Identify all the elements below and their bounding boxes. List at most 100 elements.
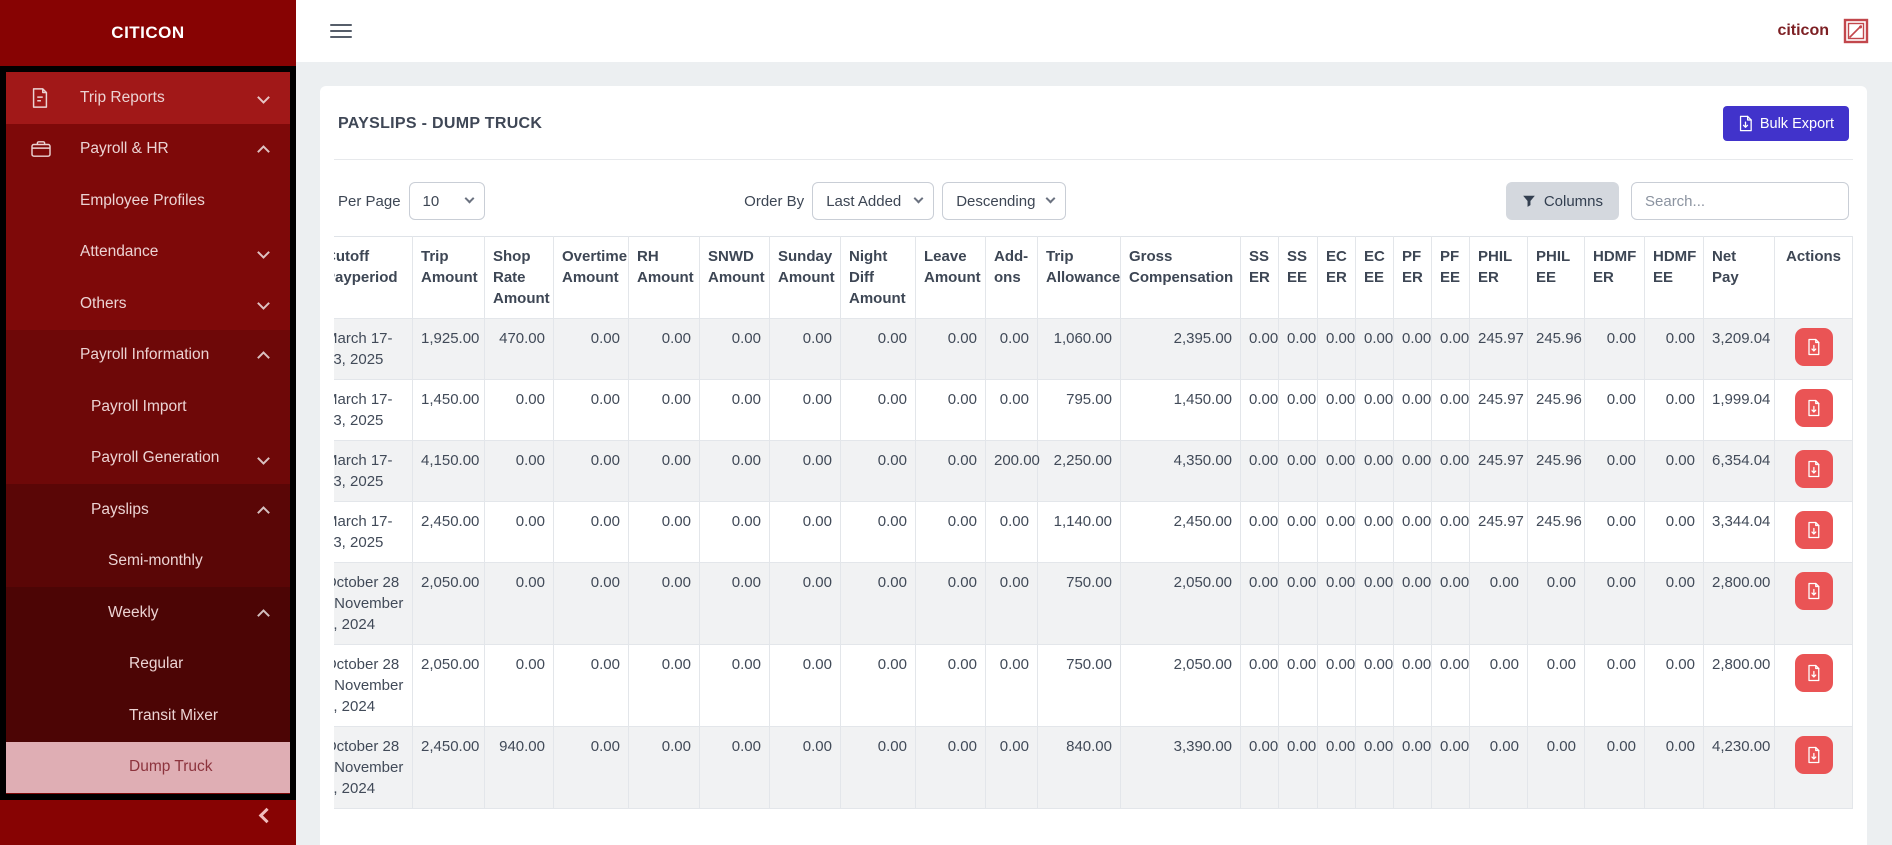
value-cell: 0.00 <box>915 726 986 809</box>
row-export-button[interactable] <box>1794 328 1833 366</box>
order-direction-select[interactable]: Descending <box>942 182 1067 220</box>
value-cell: 0.00 <box>1584 440 1645 502</box>
value-cell: 245.97 <box>1469 440 1528 502</box>
columns-button[interactable]: Columns <box>1505 182 1619 220</box>
sidebar-item-weekly[interactable]: Weekly <box>6 587 290 639</box>
row-export-button[interactable] <box>1794 654 1833 692</box>
value-cell: 0.00 <box>1431 440 1470 502</box>
value-cell: 6,354.04 <box>1703 440 1775 502</box>
value-cell: 0.00 <box>553 562 629 645</box>
value-cell: 0.00 <box>1317 644 1356 727</box>
value-cell: 0.00 <box>1278 318 1318 380</box>
value-cell: 0.00 <box>915 379 986 441</box>
value-cell: 0.00 <box>553 644 629 727</box>
column-header: Net Pay <box>1703 236 1775 319</box>
row-export-button[interactable] <box>1794 450 1833 488</box>
value-cell: 0.00 <box>553 501 629 563</box>
table-body: March 17-23, 20251,925.00470.000.000.000… <box>334 318 1853 809</box>
sidebar-item-transit-mixer[interactable]: Transit Mixer <box>6 690 290 742</box>
per-page-select[interactable]: 10 <box>408 182 485 220</box>
value-cell: 2,050.00 <box>1120 644 1241 727</box>
sidebar-item-employee-profiles[interactable]: Employee Profiles <box>6 175 290 227</box>
sidebar-item-dump-truck[interactable]: Dump Truck <box>6 741 290 793</box>
value-cell: 0.00 <box>840 644 916 727</box>
sidebar-item-semi-monthly[interactable]: Semi-monthly <box>6 535 290 587</box>
value-cell: 245.96 <box>1527 501 1585 563</box>
value-cell: 0.00 <box>1393 562 1432 645</box>
sidebar-collapse-icon[interactable] <box>258 807 275 824</box>
row-export-button[interactable] <box>1794 572 1833 610</box>
value-cell: 0.00 <box>1355 318 1394 380</box>
value-cell: 0.00 <box>1240 562 1279 645</box>
value-cell: 0.00 <box>769 562 841 645</box>
column-header: SS EE <box>1278 236 1318 319</box>
value-cell: 0.00 <box>628 501 700 563</box>
row-export-button[interactable] <box>1794 389 1833 427</box>
value-cell: 0.00 <box>1317 440 1356 502</box>
sidebar-item-regular[interactable]: Regular <box>6 638 290 690</box>
value-cell: 0.00 <box>1644 379 1704 441</box>
sidebar-item-attendance[interactable]: Attendance <box>6 226 290 278</box>
main-area: citicon PAYSLIPS - DUMP TRUCK Bulk Expor… <box>296 0 1892 845</box>
sidebar-item-payroll-generation[interactable]: Payroll Generation <box>6 432 290 484</box>
value-cell: 0.00 <box>1240 379 1279 441</box>
value-cell: 0.00 <box>769 501 841 563</box>
sidebar-footer <box>0 800 296 845</box>
value-cell: 0.00 <box>1584 726 1645 809</box>
chevron-down-icon <box>257 451 270 465</box>
value-cell: 0.00 <box>1644 501 1704 563</box>
value-cell: 0.00 <box>915 644 986 727</box>
order-field-select[interactable]: Last Added <box>812 182 935 220</box>
value-cell: 0.00 <box>1393 379 1432 441</box>
actions-cell <box>1774 501 1853 563</box>
hamburger-menu-icon[interactable] <box>330 20 352 42</box>
sidebar-item-payslips[interactable]: Payslips <box>6 484 290 536</box>
value-cell: 840.00 <box>1037 726 1121 809</box>
order-by-label: Order By <box>744 192 805 210</box>
column-header: Trip Allowance <box>1037 236 1121 319</box>
sidebar-item-payroll-information[interactable]: Payroll Information <box>6 329 290 381</box>
sidebar-item-payroll-import[interactable]: Payroll Import <box>6 381 290 433</box>
value-cell: 0.00 <box>628 726 700 809</box>
value-cell: 2,050.00 <box>1120 562 1241 645</box>
page-title: PAYSLIPS - DUMP TRUCK <box>338 114 543 132</box>
value-cell: 2,395.00 <box>1120 318 1241 380</box>
value-cell: 0.00 <box>915 562 986 645</box>
value-cell: 0.00 <box>553 440 629 502</box>
value-cell: 0.00 <box>699 562 770 645</box>
value-cell: 0.00 <box>1584 318 1645 380</box>
value-cell: 0.00 <box>985 644 1038 727</box>
file-download-icon <box>1808 338 1820 356</box>
value-cell: 0.00 <box>699 440 770 502</box>
value-cell: 0.00 <box>628 379 700 441</box>
bulk-export-button[interactable]: Bulk Export <box>1722 106 1849 141</box>
value-cell: 0.00 <box>915 318 986 380</box>
sidebar-item-label: Payroll & HR <box>80 140 169 158</box>
search-input[interactable] <box>1631 182 1849 220</box>
value-cell: 0.00 <box>1469 726 1528 809</box>
sidebar-item-others[interactable]: Others <box>6 278 290 330</box>
value-cell: 0.00 <box>1431 562 1470 645</box>
value-cell: 245.96 <box>1527 440 1585 502</box>
sidebar: CITICON Trip Reports Payroll & HR Employee… <box>0 0 296 845</box>
column-header: HDMF ER <box>1584 236 1645 319</box>
row-export-button[interactable] <box>1794 736 1833 774</box>
cutoff-payperiod-cell: October 28 - November 3, 2024 <box>334 644 413 727</box>
value-cell: 0.00 <box>484 644 554 727</box>
value-cell: 0.00 <box>1278 379 1318 441</box>
value-cell: 0.00 <box>1355 379 1394 441</box>
value-cell: 0.00 <box>628 562 700 645</box>
sidebar-item-payroll-hr[interactable]: Payroll & HR <box>6 123 290 175</box>
content-area: PAYSLIPS - DUMP TRUCK Bulk Export Per Pa… <box>296 62 1892 845</box>
value-cell: 0.00 <box>1355 644 1394 727</box>
column-header: PF ER <box>1393 236 1432 319</box>
sidebar-item-trip-reports[interactable]: Trip Reports <box>6 72 290 124</box>
value-cell: 0.00 <box>553 379 629 441</box>
sidebar-item-label: Payroll Information <box>80 346 210 364</box>
chevron-down-icon <box>257 245 270 259</box>
value-cell: 0.00 <box>1317 501 1356 563</box>
value-cell: 0.00 <box>985 562 1038 645</box>
row-export-button[interactable] <box>1794 511 1833 549</box>
topbar: citicon <box>296 0 1892 62</box>
